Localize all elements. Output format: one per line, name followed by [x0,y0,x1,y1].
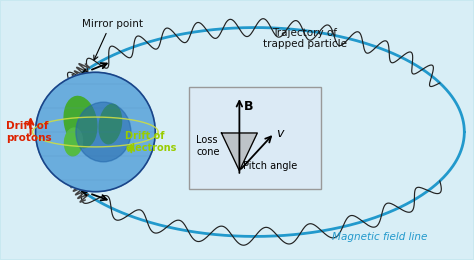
Text: Trajectory of
trapped particle: Trajectory of trapped particle [263,28,347,49]
Text: v: v [276,127,283,140]
Polygon shape [221,133,257,171]
Circle shape [36,72,155,192]
Text: Drift of
electrons: Drift of electrons [125,131,177,153]
Text: Magnetic field line: Magnetic field line [332,232,427,242]
FancyBboxPatch shape [189,87,321,189]
Ellipse shape [64,128,82,156]
Text: Mirror point: Mirror point [82,19,143,29]
Ellipse shape [76,102,131,162]
Text: Pitch angle: Pitch angle [243,161,298,171]
Ellipse shape [64,96,97,148]
Text: Drift of
protons: Drift of protons [6,121,51,143]
Text: Loss
cone: Loss cone [196,135,219,157]
Ellipse shape [99,104,122,144]
Text: B: B [243,100,253,113]
